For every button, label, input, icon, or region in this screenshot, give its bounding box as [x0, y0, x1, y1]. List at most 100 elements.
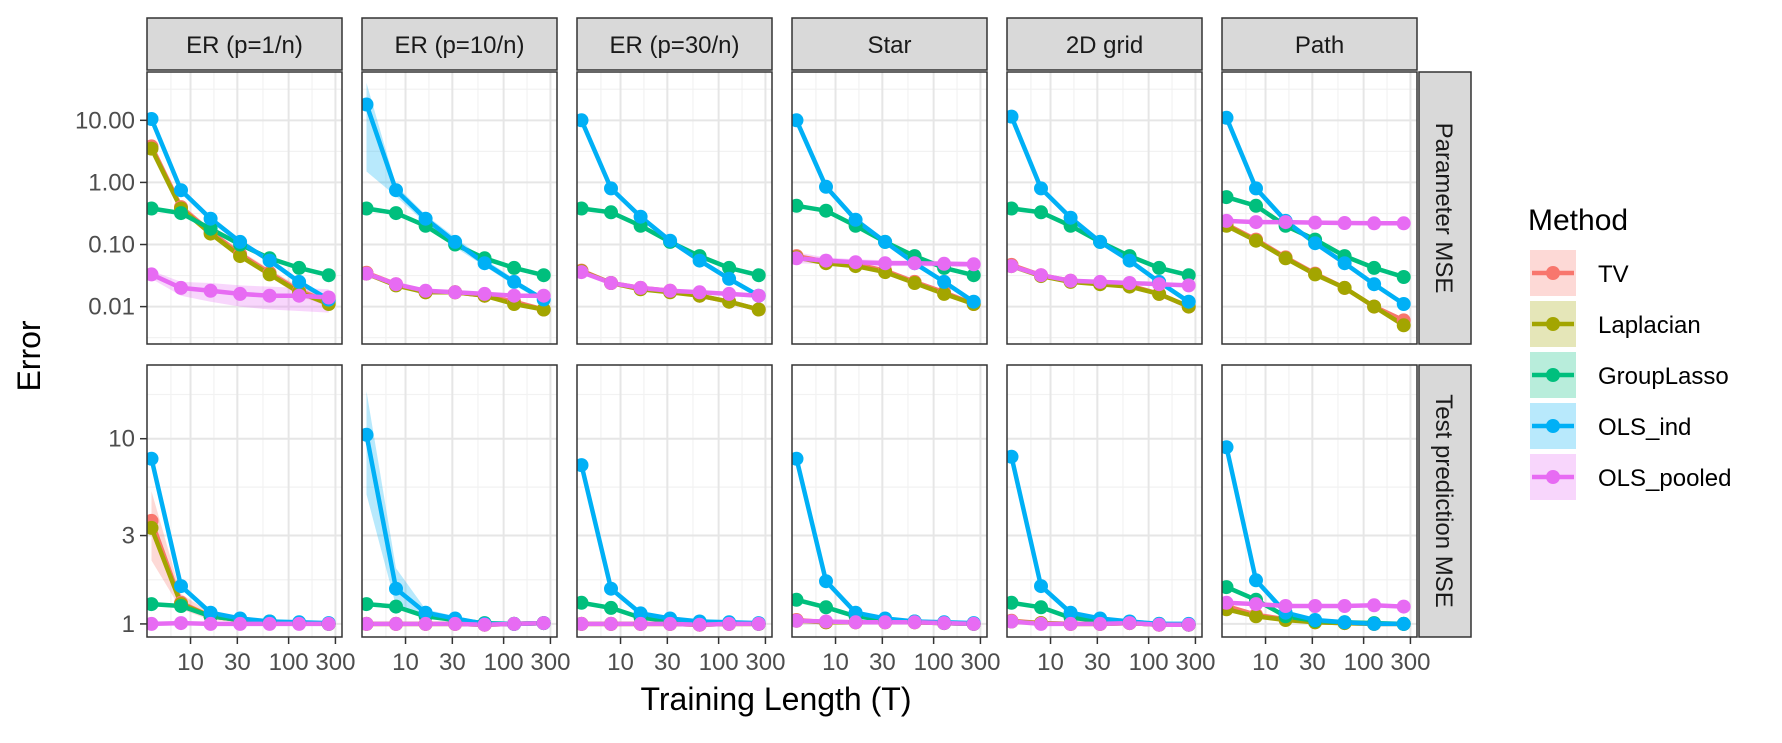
x-tick-label: 300	[745, 649, 785, 676]
point-OLS_ind	[1337, 256, 1352, 271]
point-GroupLasso	[1181, 268, 1196, 283]
point-GroupLasso	[389, 206, 403, 221]
point-OLS_ind	[604, 581, 618, 596]
panel-data	[362, 391, 551, 632]
point-Laplacian	[1367, 299, 1382, 314]
row-strip-label: Parameter MSE	[1430, 123, 1457, 294]
point-OLS_ind	[292, 274, 307, 289]
legend: Method TV Laplacian GroupLasso OLS_ind OLS_p…	[1528, 204, 1731, 500]
column-strip	[146, 17, 343, 71]
column-strip	[791, 17, 988, 71]
x-tick-label: 30	[654, 649, 681, 676]
point-OLS_ind	[1367, 277, 1382, 292]
legend-key-point	[1546, 266, 1560, 280]
point-OLS_pooled	[577, 616, 589, 631]
panel-data	[792, 113, 981, 311]
point-OLS_pooled	[1063, 616, 1078, 631]
point-GroupLasso	[147, 201, 159, 216]
point-OLS_pooled	[633, 280, 648, 295]
point-OLS_ind	[663, 233, 678, 248]
point-OLS_ind	[147, 451, 159, 466]
legend-label: OLS_ind	[1598, 414, 1691, 441]
x-tick-label: 10	[1252, 649, 1279, 676]
y-tick-label: 0.01	[88, 294, 135, 321]
point-OLS_pooled	[604, 616, 618, 631]
point-GroupLasso	[1222, 580, 1234, 595]
point-GroupLasso	[751, 268, 766, 283]
panel-r1-c0	[146, 364, 343, 638]
point-OLS_ind	[722, 271, 737, 286]
point-OLS_pooled	[819, 253, 833, 268]
point-Laplacian	[262, 267, 277, 282]
point-OLS_pooled	[1034, 268, 1048, 283]
point-OLS_pooled	[174, 280, 188, 295]
point-OLS_pooled	[321, 290, 336, 305]
point-OLS_pooled	[1034, 616, 1048, 631]
x-tick-label: 100	[914, 649, 954, 676]
point-OLS_pooled	[633, 616, 648, 631]
point-OLS_ind	[448, 234, 463, 249]
panel-border	[1221, 71, 1418, 345]
point-OLS_ind	[1007, 449, 1019, 464]
legend-key-point	[1546, 317, 1560, 331]
panel-r1-c4	[1006, 364, 1203, 638]
panel-data	[147, 451, 336, 631]
point-OLS_pooled	[1007, 614, 1019, 629]
point-GroupLasso	[604, 600, 618, 615]
point-OLS_pooled	[1093, 616, 1108, 631]
point-OLS_ind	[362, 97, 374, 112]
point-OLS_pooled	[1249, 215, 1263, 230]
point-OLS_ind	[203, 211, 218, 226]
column-strip-label: ER (p=1/n)	[186, 32, 303, 59]
y-tick-label: 1	[122, 611, 135, 638]
point-OLS_pooled	[1396, 216, 1411, 231]
panel-border	[1006, 364, 1203, 638]
x-tick-label: 10	[392, 649, 419, 676]
row-strip	[1418, 364, 1472, 638]
point-OLS_pooled	[1093, 274, 1108, 289]
point-OLS_pooled	[1278, 215, 1293, 230]
panel-border	[576, 364, 773, 638]
point-GroupLasso	[577, 201, 589, 216]
panel-background	[1222, 365, 1417, 637]
panel-grid	[1222, 72, 1417, 344]
point-OLS_ind	[1093, 234, 1108, 249]
x-tick-label: 100	[484, 649, 524, 676]
point-OLS_ind	[1034, 181, 1048, 196]
x-tick-label: 10	[1037, 649, 1064, 676]
column-strip	[361, 17, 558, 71]
panel-r0-c4	[1006, 71, 1203, 345]
point-OLS_pooled	[1007, 259, 1019, 274]
panel-r1-c1	[361, 364, 558, 638]
point-OLS_pooled	[663, 283, 678, 298]
point-OLS_pooled	[389, 616, 403, 631]
x-tick-label: 30	[1299, 649, 1326, 676]
panels-layer	[146, 71, 1418, 638]
x-tick-label: 10	[607, 649, 634, 676]
facet-strips: ER (p=1/n) ER (p=10/n) ER (p=30/n) Star 2D g…	[146, 17, 1472, 638]
point-OLS_ind	[1249, 573, 1263, 588]
point-Laplacian	[1337, 280, 1352, 295]
point-OLS_pooled	[1396, 599, 1411, 614]
point-Laplacian	[1249, 233, 1263, 248]
point-OLS_ind	[848, 605, 863, 620]
row-strip	[1418, 71, 1472, 345]
point-OLS_pooled	[1152, 617, 1167, 632]
legend-item-TV: TV	[1530, 250, 1629, 296]
x-tick-label: 10	[177, 649, 204, 676]
point-OLS_pooled	[792, 251, 804, 266]
point-GroupLasso	[389, 599, 403, 614]
point-OLS_pooled	[321, 616, 336, 631]
point-GroupLasso	[507, 260, 522, 275]
column-strip	[1221, 17, 1418, 71]
point-OLS_pooled	[536, 288, 551, 303]
point-OLS_ind	[418, 211, 433, 226]
panel-data	[1007, 449, 1196, 632]
x-tick-label: 30	[869, 649, 896, 676]
point-OLS_ind	[1396, 616, 1411, 631]
point-OLS_pooled	[203, 283, 218, 298]
point-OLS_pooled	[751, 616, 766, 631]
panel-r0-c5	[1221, 71, 1418, 345]
x-tick-label: 300	[960, 649, 1000, 676]
